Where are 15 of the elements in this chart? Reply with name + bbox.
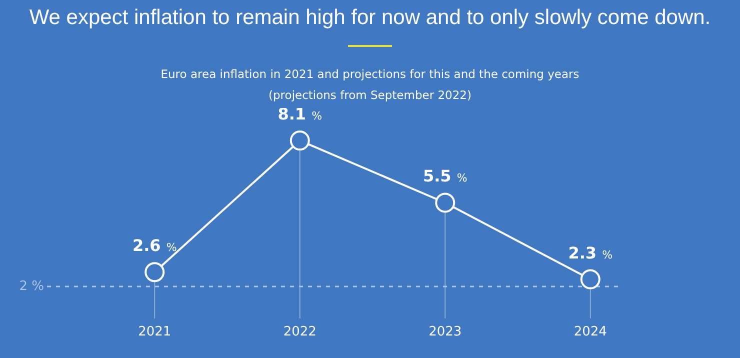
data-label: 2.6 % <box>132 236 177 256</box>
x-tick-label: 2021 <box>138 324 172 340</box>
x-tick-label: 2022 <box>283 324 316 340</box>
data-label: 2.3 % <box>568 243 613 262</box>
chart-title: We expect inflation to remain high for now and to only slowly come down. <box>28 6 712 30</box>
x-tick-label: 2024 <box>574 324 607 340</box>
data-label: 5.5 % <box>422 166 468 186</box>
point <box>435 192 456 213</box>
data-label: 8.1 % <box>278 104 322 124</box>
chart-subtitle: Euro area inflation in 2021 and projections for this and the coming years (projections from September 2022) <box>160 66 580 104</box>
point <box>144 262 165 282</box>
x-tick-label: 2023 <box>428 324 462 340</box>
ref-line-label: 2 % <box>19 278 44 294</box>
point <box>290 130 310 151</box>
point <box>580 269 600 290</box>
